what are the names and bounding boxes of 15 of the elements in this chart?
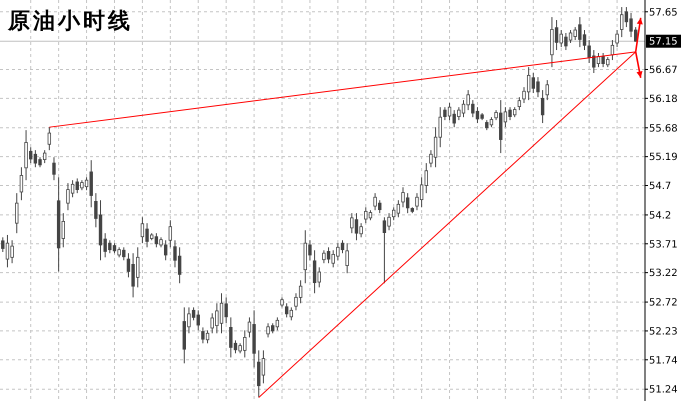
y-tick-label: 53.71 [649,239,678,250]
y-tick-label: 56.18 [649,94,678,105]
y-tick-label: 55.68 [649,123,678,134]
y-tick-label: 54.7 [649,180,672,192]
y-tick-label: 52.72 [649,298,678,309]
chart-title: 原油小时线 [7,8,133,34]
ref-line-label: 57.15 [649,36,678,48]
y-tick-label: 52.23 [649,326,678,338]
y-tick-label: 51.74 [649,355,678,366]
y-tick-label: 54.2 [649,210,672,222]
y-tick-label: 51.24 [649,384,678,396]
y-tick-label: 56.67 [649,64,678,76]
y-tick-label: 55.19 [649,152,678,164]
y-tick-label: 53.22 [649,268,678,280]
y-tick-label: 57.65 [649,7,678,18]
